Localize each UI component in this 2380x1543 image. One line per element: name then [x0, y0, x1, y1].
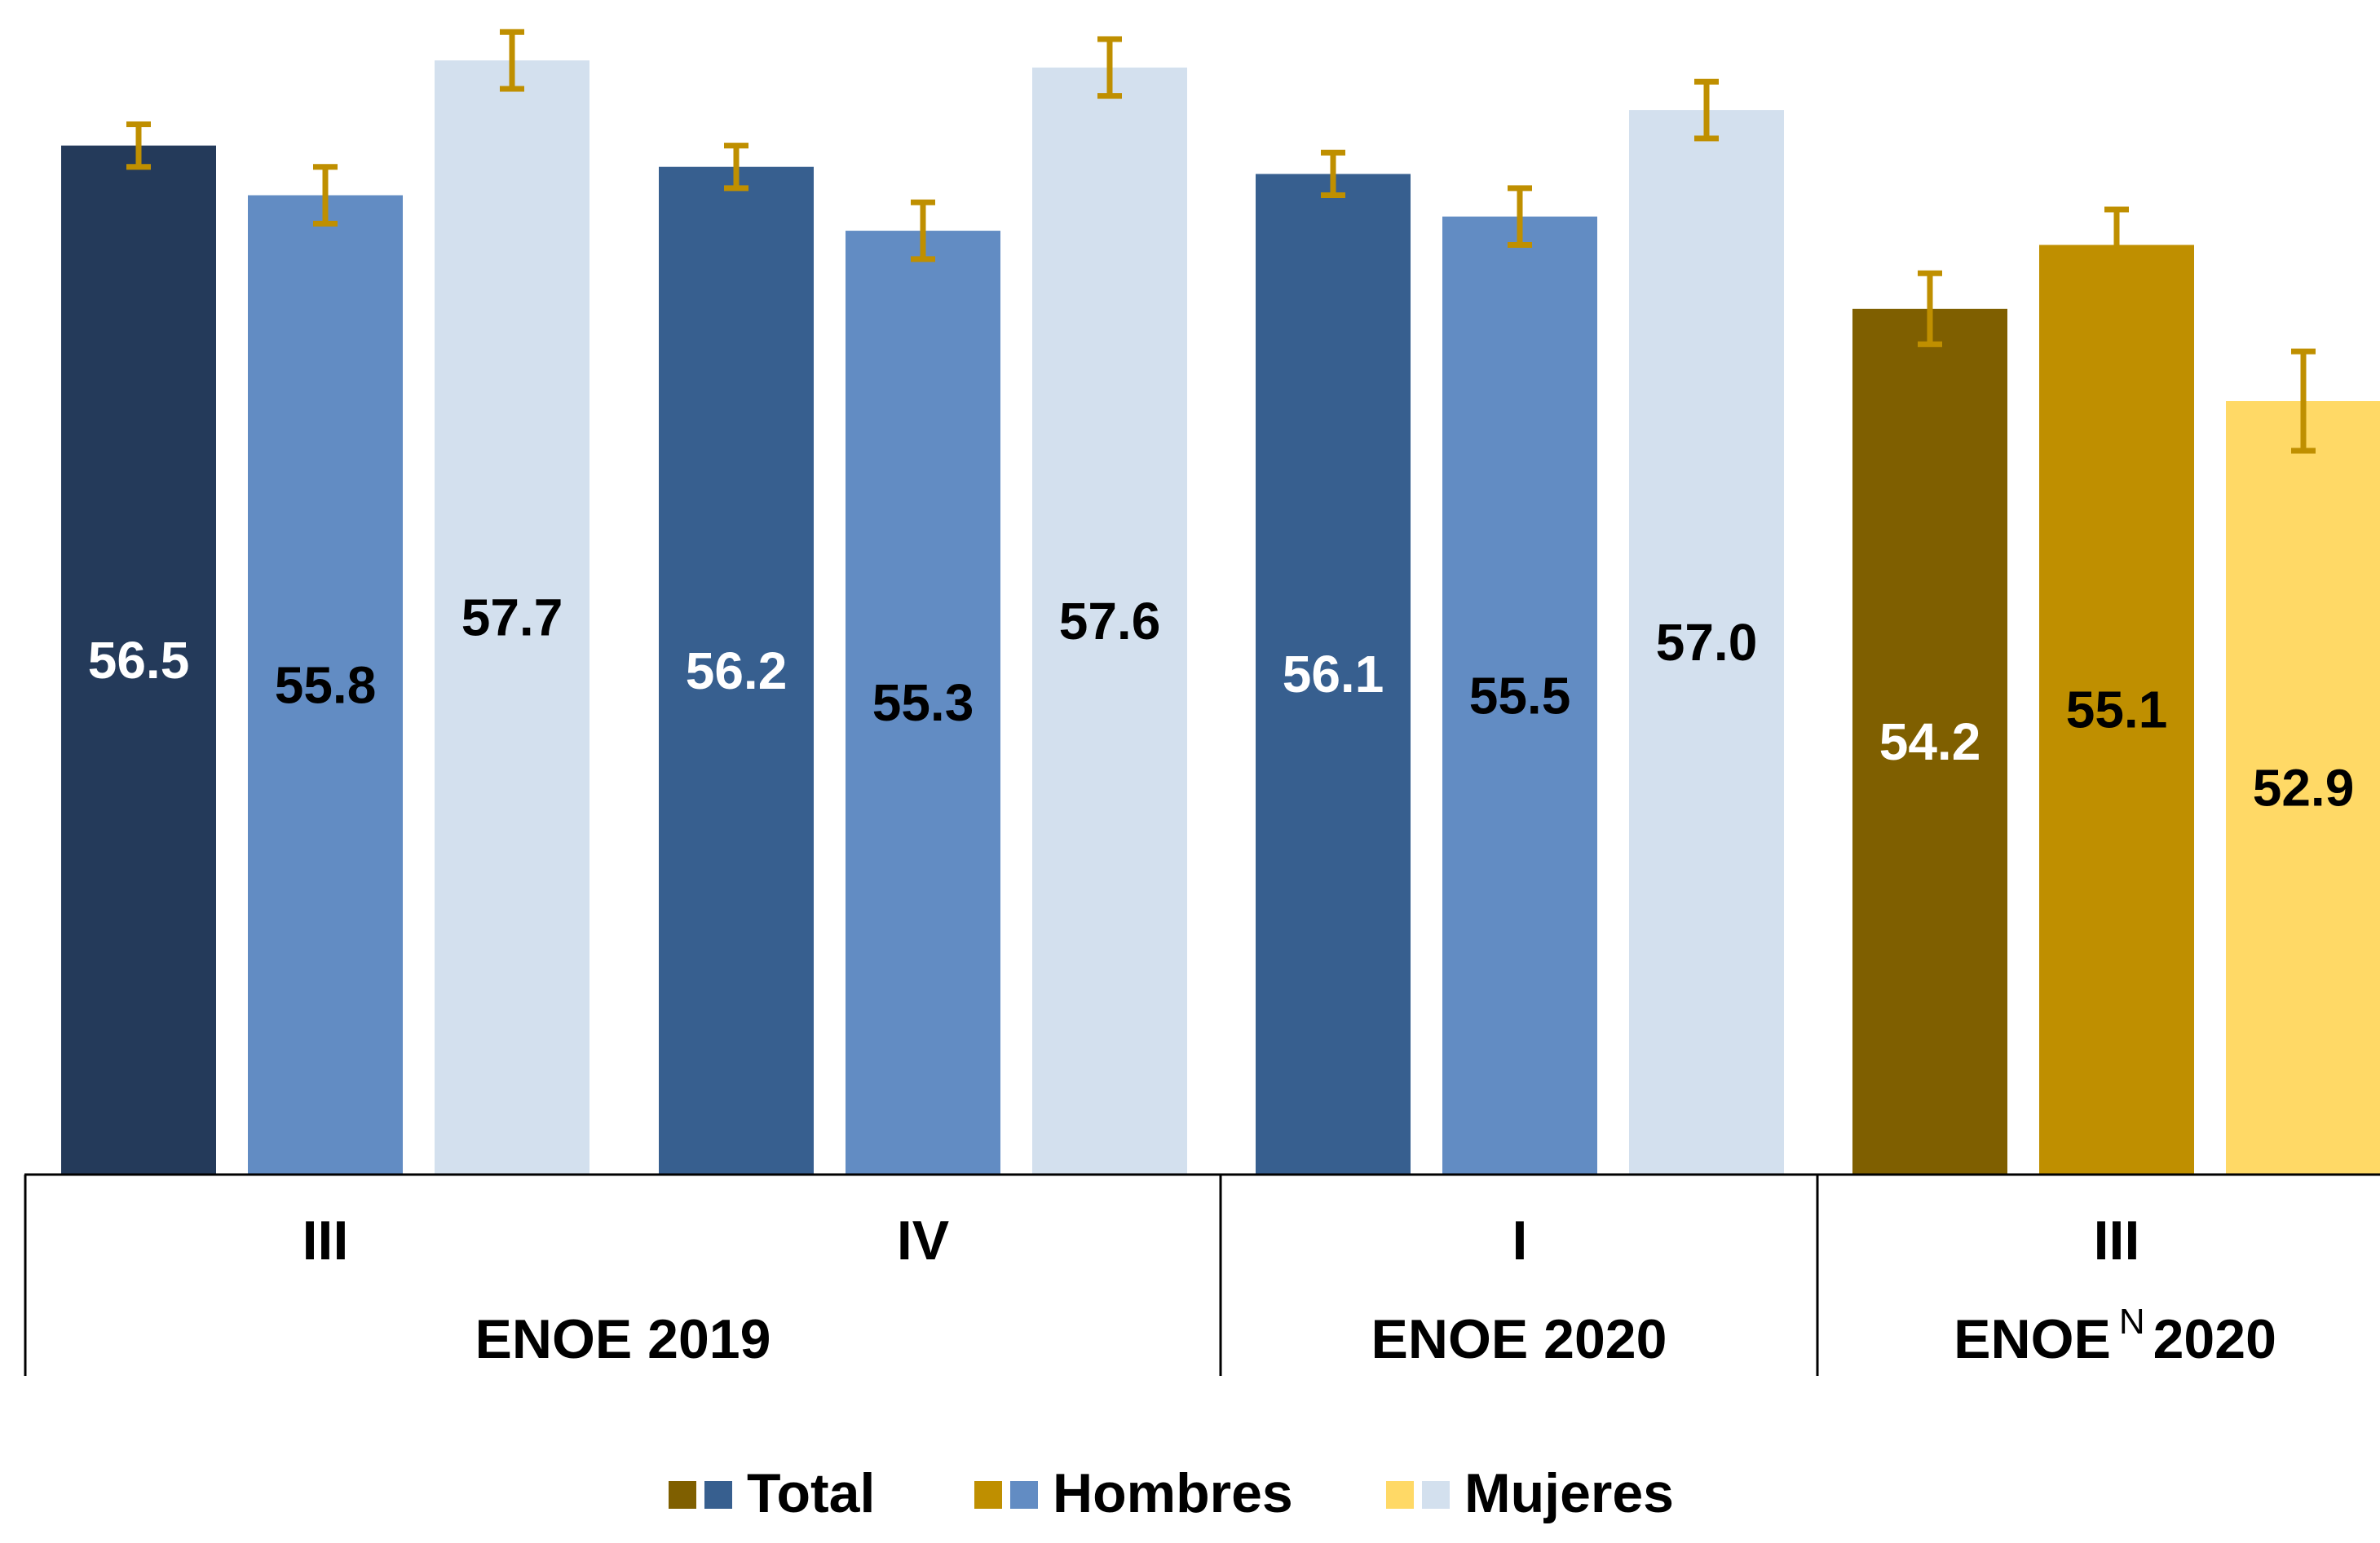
bar-hombres-2 — [1442, 216, 1597, 1175]
legend-swatch-hombres-0 — [974, 1481, 1002, 1509]
legend-swatch-total-1 — [704, 1481, 732, 1509]
legend-label-mujeres: Mujeres — [1464, 1462, 1674, 1524]
bar-total-1 — [659, 166, 814, 1175]
legend-swatch-mujeres-0 — [1386, 1481, 1414, 1509]
data-label-total-3: 54.2 — [1879, 712, 1981, 771]
bar-mujeres-3 — [2226, 401, 2380, 1175]
data-label-mujeres-2: 57.0 — [1656, 613, 1758, 672]
data-label-hombres-2: 55.5 — [1469, 666, 1571, 725]
bar-total-0 — [61, 145, 216, 1175]
bar-mujeres-0 — [435, 60, 589, 1175]
data-labels-layer: 56.5 56.2 56.1 54.2 55.8 55.3 55.5 55.1 57.7 57.6… — [88, 589, 2355, 818]
data-label-hombres-0: 55.8 — [275, 655, 377, 714]
quarter-label-2: I — [1512, 1210, 1528, 1272]
bar-mujeres-2 — [1629, 110, 1784, 1175]
legend-swatch-mujeres-1 — [1422, 1481, 1450, 1509]
legend-label-hombres: Hombres — [1053, 1462, 1293, 1524]
bar-hombres-3 — [2039, 245, 2194, 1175]
bar-hombres-0 — [248, 195, 403, 1175]
group-label-2-prefix: ENOE — [1954, 1308, 2111, 1370]
data-label-mujeres-3: 52.9 — [2253, 759, 2355, 818]
group-label-2-suffix: 2020 — [2153, 1308, 2276, 1370]
data-label-total-0: 56.5 — [88, 631, 190, 690]
category-axis: III IV I III ENOE 2019 ENOE 2020 ENOE N 2020 — [24, 1173, 2380, 1376]
legend: Total Hombres Mujeres — [669, 1462, 1674, 1524]
quarter-label-3: III — [2094, 1210, 2140, 1272]
bar-total-3 — [1852, 308, 2007, 1175]
bar-total-2 — [1256, 174, 1411, 1175]
legend-label-total: Total — [747, 1462, 875, 1524]
group-label-2: ENOE N 2020 — [1954, 1302, 2276, 1370]
data-label-hombres-3: 55.1 — [2066, 681, 2168, 739]
bar-mujeres-1 — [1032, 67, 1187, 1175]
data-label-hombres-1: 55.3 — [872, 673, 974, 732]
legend-swatch-total-0 — [669, 1481, 696, 1509]
data-label-mujeres-0: 57.7 — [461, 589, 563, 647]
group-label-2-superscript: N — [2119, 1302, 2145, 1342]
error-bars-layer — [126, 29, 2316, 454]
quarter-label-0: III — [302, 1210, 349, 1272]
bar-hombres-1 — [846, 231, 1000, 1175]
data-label-total-2: 56.1 — [1283, 645, 1384, 703]
data-label-total-1: 56.2 — [686, 641, 788, 700]
group-label-0: ENOE 2019 — [475, 1308, 771, 1370]
group-label-1: ENOE 2020 — [1371, 1308, 1667, 1370]
quarter-label-1: IV — [897, 1210, 949, 1272]
bars-layer — [61, 60, 2380, 1175]
data-label-mujeres-1: 57.6 — [1059, 592, 1161, 650]
legend-swatch-hombres-1 — [1010, 1481, 1038, 1509]
